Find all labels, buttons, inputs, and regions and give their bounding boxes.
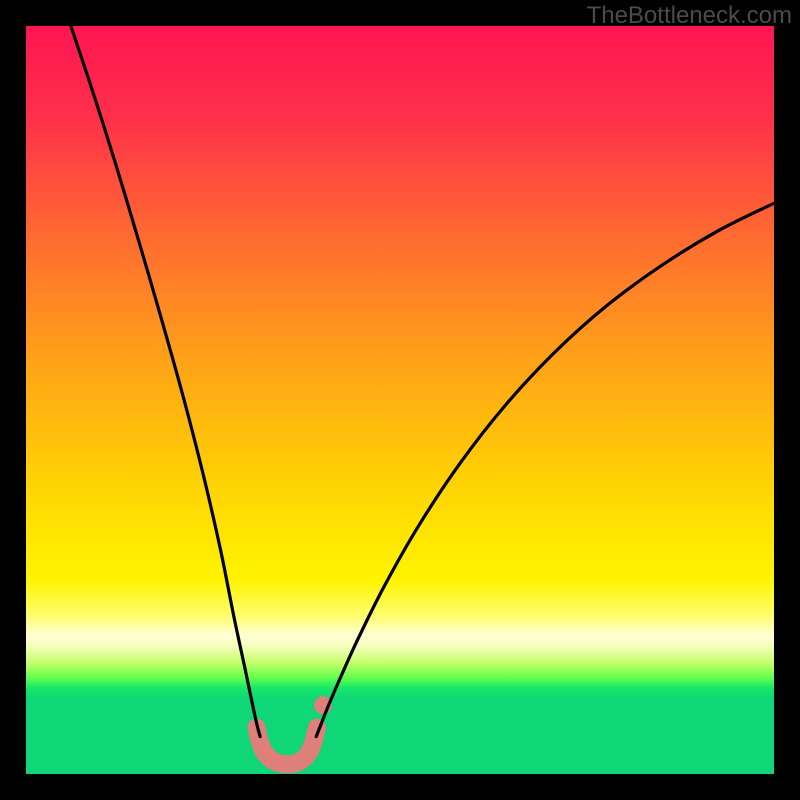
plot-area xyxy=(26,26,774,774)
watermark-text: TheBottleneck.com xyxy=(587,2,792,30)
gradient-background xyxy=(26,26,774,774)
chart-svg xyxy=(26,26,774,774)
